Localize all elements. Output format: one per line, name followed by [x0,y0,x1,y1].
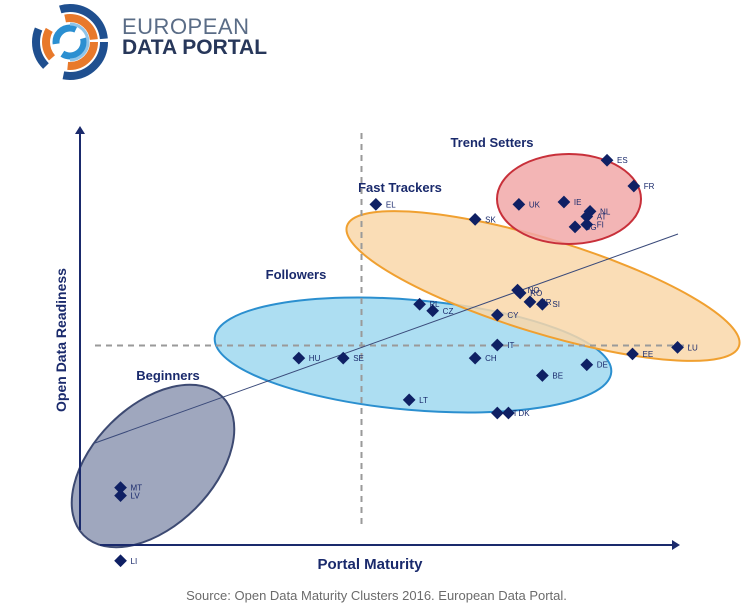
point-ch: CH [468,351,497,365]
regression-line [94,233,679,444]
point-label-dk: DK [518,409,530,418]
point-cy: CY [490,308,519,322]
point-marker-lv [114,489,127,502]
cluster-label-beginners: Beginners [136,368,200,383]
point-label-sk: SK [485,215,496,224]
point-marker-ch [468,351,482,365]
point-marker-pl [413,297,426,311]
point-label-es: ES [617,156,628,165]
point-label-el: EL [386,200,396,209]
y-axis-label: Open Data Readiness [53,268,69,412]
point-label-lt: LT [419,396,428,405]
point-label-se: SE [353,354,364,363]
point-label-lu: LU [688,343,698,352]
point-cz: CZ [426,304,454,318]
cluster-trend-setters [496,153,642,245]
cluster-label-followers: Followers [266,267,327,282]
point-label-it: IT [507,341,514,350]
point-label-ro: RO [530,289,542,298]
point-label-si: SI [552,300,560,309]
point-label-lv: LV [131,492,141,501]
point-marker-dk [502,406,515,420]
point-it: IT [490,338,515,352]
point-marker-pt [490,406,504,420]
point-el: EL [369,197,396,211]
source-caption: Source: Open Data Maturity Clusters 2016… [186,588,567,603]
point-marker-mt [114,481,127,494]
point-marker-cy [490,308,504,322]
point-mt: MT [114,481,142,494]
point-label-be: BE [552,372,563,381]
point-sk: SK [468,212,496,226]
point-dk: DK [502,406,530,420]
point-label-li: LI [131,557,138,566]
point-marker-it [490,338,504,352]
brand-line-2: DATA PORTAL [122,36,268,59]
point-li: LI [114,554,138,568]
point-label-fr: FR [644,182,655,191]
point-marker-se [336,351,350,365]
point-marker-li [114,554,127,568]
point-label-cz: CZ [443,307,454,316]
point-label-at: AT [597,213,607,222]
point-marker-lt [402,393,416,407]
point-label-bg: BG [585,223,597,232]
point-se: SE [336,351,364,365]
point-label-fi: FI [597,220,604,229]
logo-emblem-icon [32,4,108,80]
point-label-mt: MT [131,484,143,493]
point-label-cy: CY [507,311,519,320]
x-axis-label: Portal Maturity [317,556,423,573]
brand-logo: EUROPEAN DATA PORTAL [30,2,270,84]
point-label-de: DE [597,361,608,370]
cluster-beginners [70,383,236,549]
point-label-nl: NL [600,207,611,216]
point-lv: LV [114,489,140,502]
point-label-pl: PL [430,300,440,309]
cluster-label-fast-trackers: Fast Trackers [358,180,442,195]
cluster-label-trend-setters: Trend Setters [450,135,533,150]
point-marker-el [369,197,383,211]
axes [75,126,680,550]
point-label-ie: IE [574,198,582,207]
point-label-ee: EE [642,350,653,359]
point-label-hu: HU [309,354,321,363]
point-marker-cz [426,304,440,318]
point-label-uk: UK [529,200,541,209]
point-lt: LT [402,393,428,407]
point-marker-hu [292,351,306,365]
point-pl: PL [413,297,440,311]
cluster-ellipses: Beginners Followers Fast Trackers Trend Set… [70,135,741,549]
point-hu: HU [292,351,321,365]
reference-lines [95,133,690,525]
point-label-ch: CH [485,354,497,363]
brand-line-1: EUROPEAN [122,14,250,39]
point-marker-sk [468,212,482,226]
point-label-no: NO [528,286,540,295]
trend-line [94,233,679,444]
